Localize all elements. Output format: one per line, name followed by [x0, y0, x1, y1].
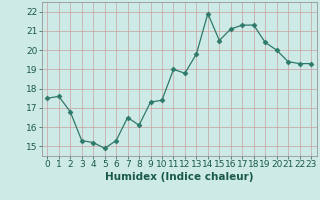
X-axis label: Humidex (Indice chaleur): Humidex (Indice chaleur) — [105, 172, 253, 182]
